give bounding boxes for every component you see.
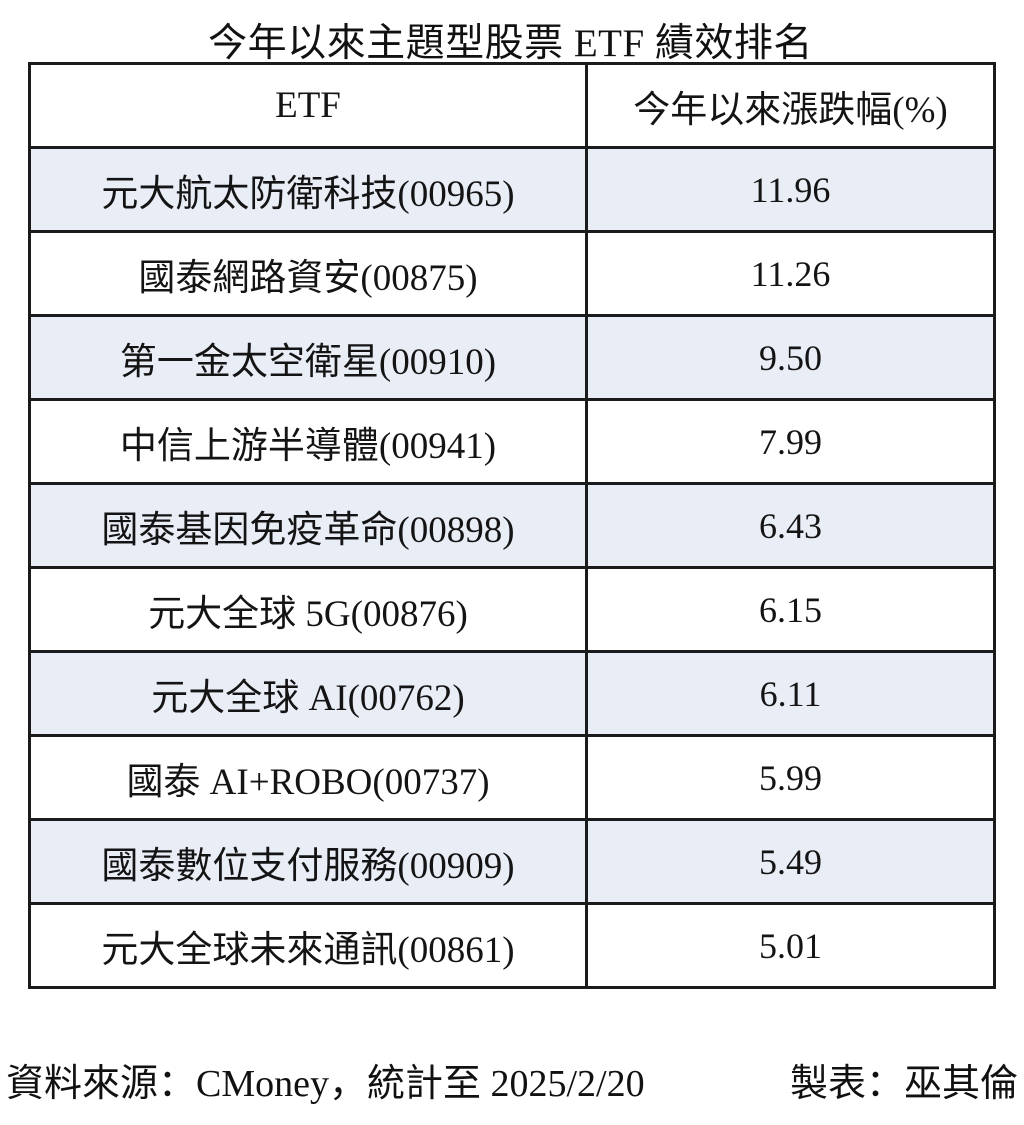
credit-note: 製表：巫其倫 xyxy=(789,1063,1018,1105)
table-row: 國泰基因免疫革命(00898) 6.43 xyxy=(28,482,996,569)
ytd-value-cell: 11.26 xyxy=(585,230,996,317)
ytd-value-cell: 5.01 xyxy=(585,902,996,989)
etf-name-cell: 國泰網路資安(00875) xyxy=(28,230,588,317)
ytd-value-cell: 11.96 xyxy=(585,146,996,233)
chart-title: 今年以來主題型股票 ETF 績效排名 xyxy=(208,22,813,65)
etf-name-cell: 元大全球 AI(00762) xyxy=(28,650,588,737)
etf-name-cell: 元大航太防衛科技(00965) xyxy=(28,146,588,233)
table-row: 國泰 AI+ROBO(00737) 5.99 xyxy=(28,734,996,821)
col-header-etf: ETF xyxy=(28,62,588,149)
table-row: 元大全球未來通訊(00861) 5.01 xyxy=(28,902,996,989)
table-row: 元大全球 AI(00762) 6.11 xyxy=(28,650,996,737)
table-row: 第一金太空衛星(00910) 9.50 xyxy=(28,314,996,401)
etf-name-cell: 元大全球未來通訊(00861) xyxy=(28,902,588,989)
ytd-value-cell: 6.15 xyxy=(585,566,996,653)
etf-name-cell: 國泰數位支付服務(00909) xyxy=(28,818,588,905)
source-note: 資料來源：CMoney，統計至 2025/2/20 xyxy=(6,1063,645,1105)
table-row: 中信上游半導體(00941) 7.99 xyxy=(28,398,996,485)
etf-name-cell: 第一金太空衛星(00910) xyxy=(28,314,588,401)
ytd-value-cell: 5.99 xyxy=(585,734,996,821)
table-row: 國泰數位支付服務(00909) 5.49 xyxy=(28,818,996,905)
ytd-value-cell: 6.11 xyxy=(585,650,996,737)
table-row: 元大航太防衛科技(00965) 11.96 xyxy=(28,146,996,233)
header-row: ETF 今年以來漲跌幅(%) xyxy=(28,62,996,149)
etf-name-cell: 元大全球 5G(00876) xyxy=(28,566,588,653)
ytd-value-cell: 7.99 xyxy=(585,398,996,485)
etf-name-cell: 國泰 AI+ROBO(00737) xyxy=(28,734,588,821)
footer-notes: 資料來源：CMoney，統計至 2025/2/20 製表：巫其倫 xyxy=(6,1052,1018,1107)
etf-name-cell: 國泰基因免疫革命(00898) xyxy=(28,482,588,569)
table-row: 元大全球 5G(00876) 6.15 xyxy=(28,566,996,653)
etf-performance-table: ETF 今年以來漲跌幅(%) 元大航太防衛科技(00965) 11.96 國泰網… xyxy=(28,62,996,989)
ytd-value-cell: 9.50 xyxy=(585,314,996,401)
ytd-value-cell: 5.49 xyxy=(585,818,996,905)
ytd-value-cell: 6.43 xyxy=(585,482,996,569)
table-row: 國泰網路資安(00875) 11.26 xyxy=(28,230,996,317)
col-header-ytd-change: 今年以來漲跌幅(%) xyxy=(585,62,996,149)
etf-name-cell: 中信上游半導體(00941) xyxy=(28,398,588,485)
